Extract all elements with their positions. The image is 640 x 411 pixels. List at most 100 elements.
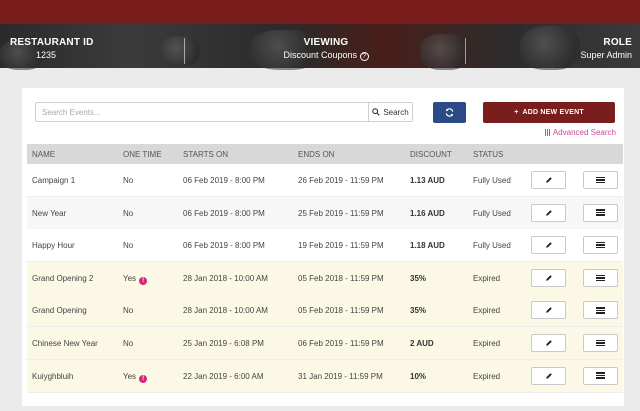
sliders-icon	[544, 129, 550, 136]
event-name: New Year	[32, 208, 67, 218]
discount: 1.18 AUD	[410, 241, 445, 251]
one-time-cell: No	[123, 241, 133, 250]
list-icon	[596, 372, 605, 379]
event-name: Grand Opening	[32, 306, 87, 316]
pencil-icon	[545, 274, 552, 281]
one-time-value: No	[123, 176, 134, 185]
advanced-search-link[interactable]: Advanced Search	[544, 128, 616, 137]
ends-on: 05 Feb 2018 - 11:59 PM	[298, 306, 384, 316]
discount: 35%	[410, 273, 427, 283]
role-label: ROLE	[603, 37, 632, 48]
starts-on: 28 Jan 2018 - 10:00 AM	[183, 306, 268, 316]
charcoal-decoration	[520, 26, 580, 70]
one-time-cell: No	[123, 209, 133, 218]
one-time-cell: Yes!	[123, 372, 148, 383]
restaurant-id-value: 1235	[36, 50, 57, 60]
pencil-icon	[545, 372, 552, 379]
charcoal-decoration	[250, 30, 320, 70]
discount: 2 AUD	[410, 339, 434, 348]
discount: 35%	[410, 306, 427, 316]
list-icon	[596, 307, 605, 314]
table-row: Grand Opening 2 Yes! 28 Jan 2018 - 10:00 A…	[27, 261, 623, 295]
add-new-event-button[interactable]: + ADD NEW EVENT	[483, 102, 615, 123]
one-time-value: Yes	[123, 273, 137, 283]
charcoal-decoration	[160, 36, 200, 66]
details-button[interactable]	[583, 171, 618, 189]
edit-button[interactable]	[531, 366, 566, 385]
add-new-event-label: ADD NEW EVENT	[522, 109, 584, 116]
column-header-ends-on: ENDS ON	[298, 150, 335, 159]
table-row: Grand Opening No 28 Jan 2018 - 10:00 AM 05 …	[27, 294, 623, 328]
details-button[interactable]	[583, 366, 618, 385]
discount: 1.16 AUD	[410, 208, 445, 218]
viewing-block: VIEWING Discount Coupons ?	[282, 36, 370, 62]
column-header-one-time: ONE TIME	[123, 150, 162, 159]
restaurant-id-block: RESTAURANT ID 1235	[10, 36, 94, 62]
one-time-value: No	[123, 241, 134, 251]
details-button[interactable]	[583, 203, 618, 222]
charcoal-decoration	[0, 40, 44, 70]
list-icon	[596, 274, 605, 282]
event-name: Chinese New Year	[32, 339, 98, 348]
status: Expired	[473, 339, 501, 348]
details-button[interactable]	[583, 268, 618, 287]
one-time-cell: No	[123, 339, 133, 348]
status: Expired	[473, 371, 501, 381]
refresh-icon	[445, 108, 454, 117]
details-button[interactable]	[583, 334, 618, 352]
search-input[interactable]	[36, 103, 369, 121]
edit-button[interactable]	[531, 171, 566, 189]
ends-on: 06 Feb 2019 - 11:59 PM	[298, 339, 384, 348]
question-circle-icon[interactable]: ?	[359, 52, 369, 61]
event-name: Grand Opening 2	[32, 273, 94, 283]
edit-button[interactable]	[531, 236, 566, 255]
search-icon	[372, 108, 381, 116]
one-time-value: No	[123, 306, 134, 316]
table-row: Kuiyghbluih Yes! 22 Jan 2019 - 6:00 AM 31 J…	[27, 359, 623, 393]
edit-button[interactable]	[531, 268, 566, 287]
one-time-value: No	[123, 339, 134, 348]
status: Expired	[473, 273, 501, 283]
search-button[interactable]: Search	[368, 103, 412, 121]
table-row: Happy Hour No 06 Feb 2019 - 8:00 PM 19 Feb …	[27, 229, 623, 263]
pencil-icon	[545, 177, 552, 183]
search-group: Search	[35, 102, 413, 122]
plus-icon: +	[514, 109, 519, 116]
edit-button[interactable]	[531, 334, 566, 352]
starts-on: 22 Jan 2019 - 6:00 AM	[183, 371, 264, 381]
list-icon	[596, 241, 605, 249]
discount: 1.13 AUD	[410, 176, 445, 185]
pencil-icon	[545, 340, 552, 346]
table-row: New Year No 06 Feb 2019 - 8:00 PM 25 Feb 20…	[27, 196, 623, 230]
role-value: Super Admin	[580, 50, 632, 60]
event-name: Happy Hour	[32, 241, 75, 251]
edit-button[interactable]	[531, 203, 566, 222]
divider	[184, 38, 185, 64]
starts-on: 28 Jan 2018 - 10:00 AM	[183, 273, 268, 283]
events-panel: Search + ADD NEW EVENT Advanced Search N…	[22, 88, 624, 406]
refresh-button[interactable]	[433, 102, 466, 123]
ends-on: 31 Jan 2019 - 11:59 PM	[298, 371, 383, 381]
starts-on: 06 Feb 2019 - 8:00 PM	[183, 208, 265, 218]
table-header: NAME ONE TIME STARTS ON ENDS ON DISCOUNT…	[27, 144, 623, 164]
status: Fully Used	[473, 176, 511, 185]
column-header-status: STATUS	[473, 150, 504, 159]
details-button[interactable]	[583, 301, 618, 320]
table-row: Chinese New Year No 25 Jan 2019 - 6:08 PM 0…	[27, 327, 623, 360]
viewing-value: Discount Coupons	[283, 50, 358, 60]
starts-on: 06 Feb 2019 - 8:00 PM	[183, 176, 265, 185]
viewing-label: VIEWING	[303, 37, 349, 48]
ends-on: 19 Feb 2019 - 11:59 PM	[298, 241, 384, 251]
status: Expired	[473, 306, 501, 316]
event-name: Kuiyghbluih	[32, 371, 74, 381]
edit-button[interactable]	[531, 301, 566, 320]
starts-on: 25 Jan 2019 - 6:08 PM	[183, 339, 264, 348]
pencil-icon	[545, 242, 552, 248]
list-icon	[596, 176, 605, 184]
one-time-cell: Yes!	[123, 273, 148, 285]
ends-on: 05 Feb 2018 - 11:59 PM	[298, 273, 384, 283]
warning-icon: !	[139, 374, 148, 383]
ends-on: 26 Feb 2019 - 11:59 PM	[298, 176, 384, 185]
table-row: Campaign 1 No 06 Feb 2019 - 8:00 PM 26 Feb …	[27, 164, 623, 197]
details-button[interactable]	[583, 236, 618, 255]
